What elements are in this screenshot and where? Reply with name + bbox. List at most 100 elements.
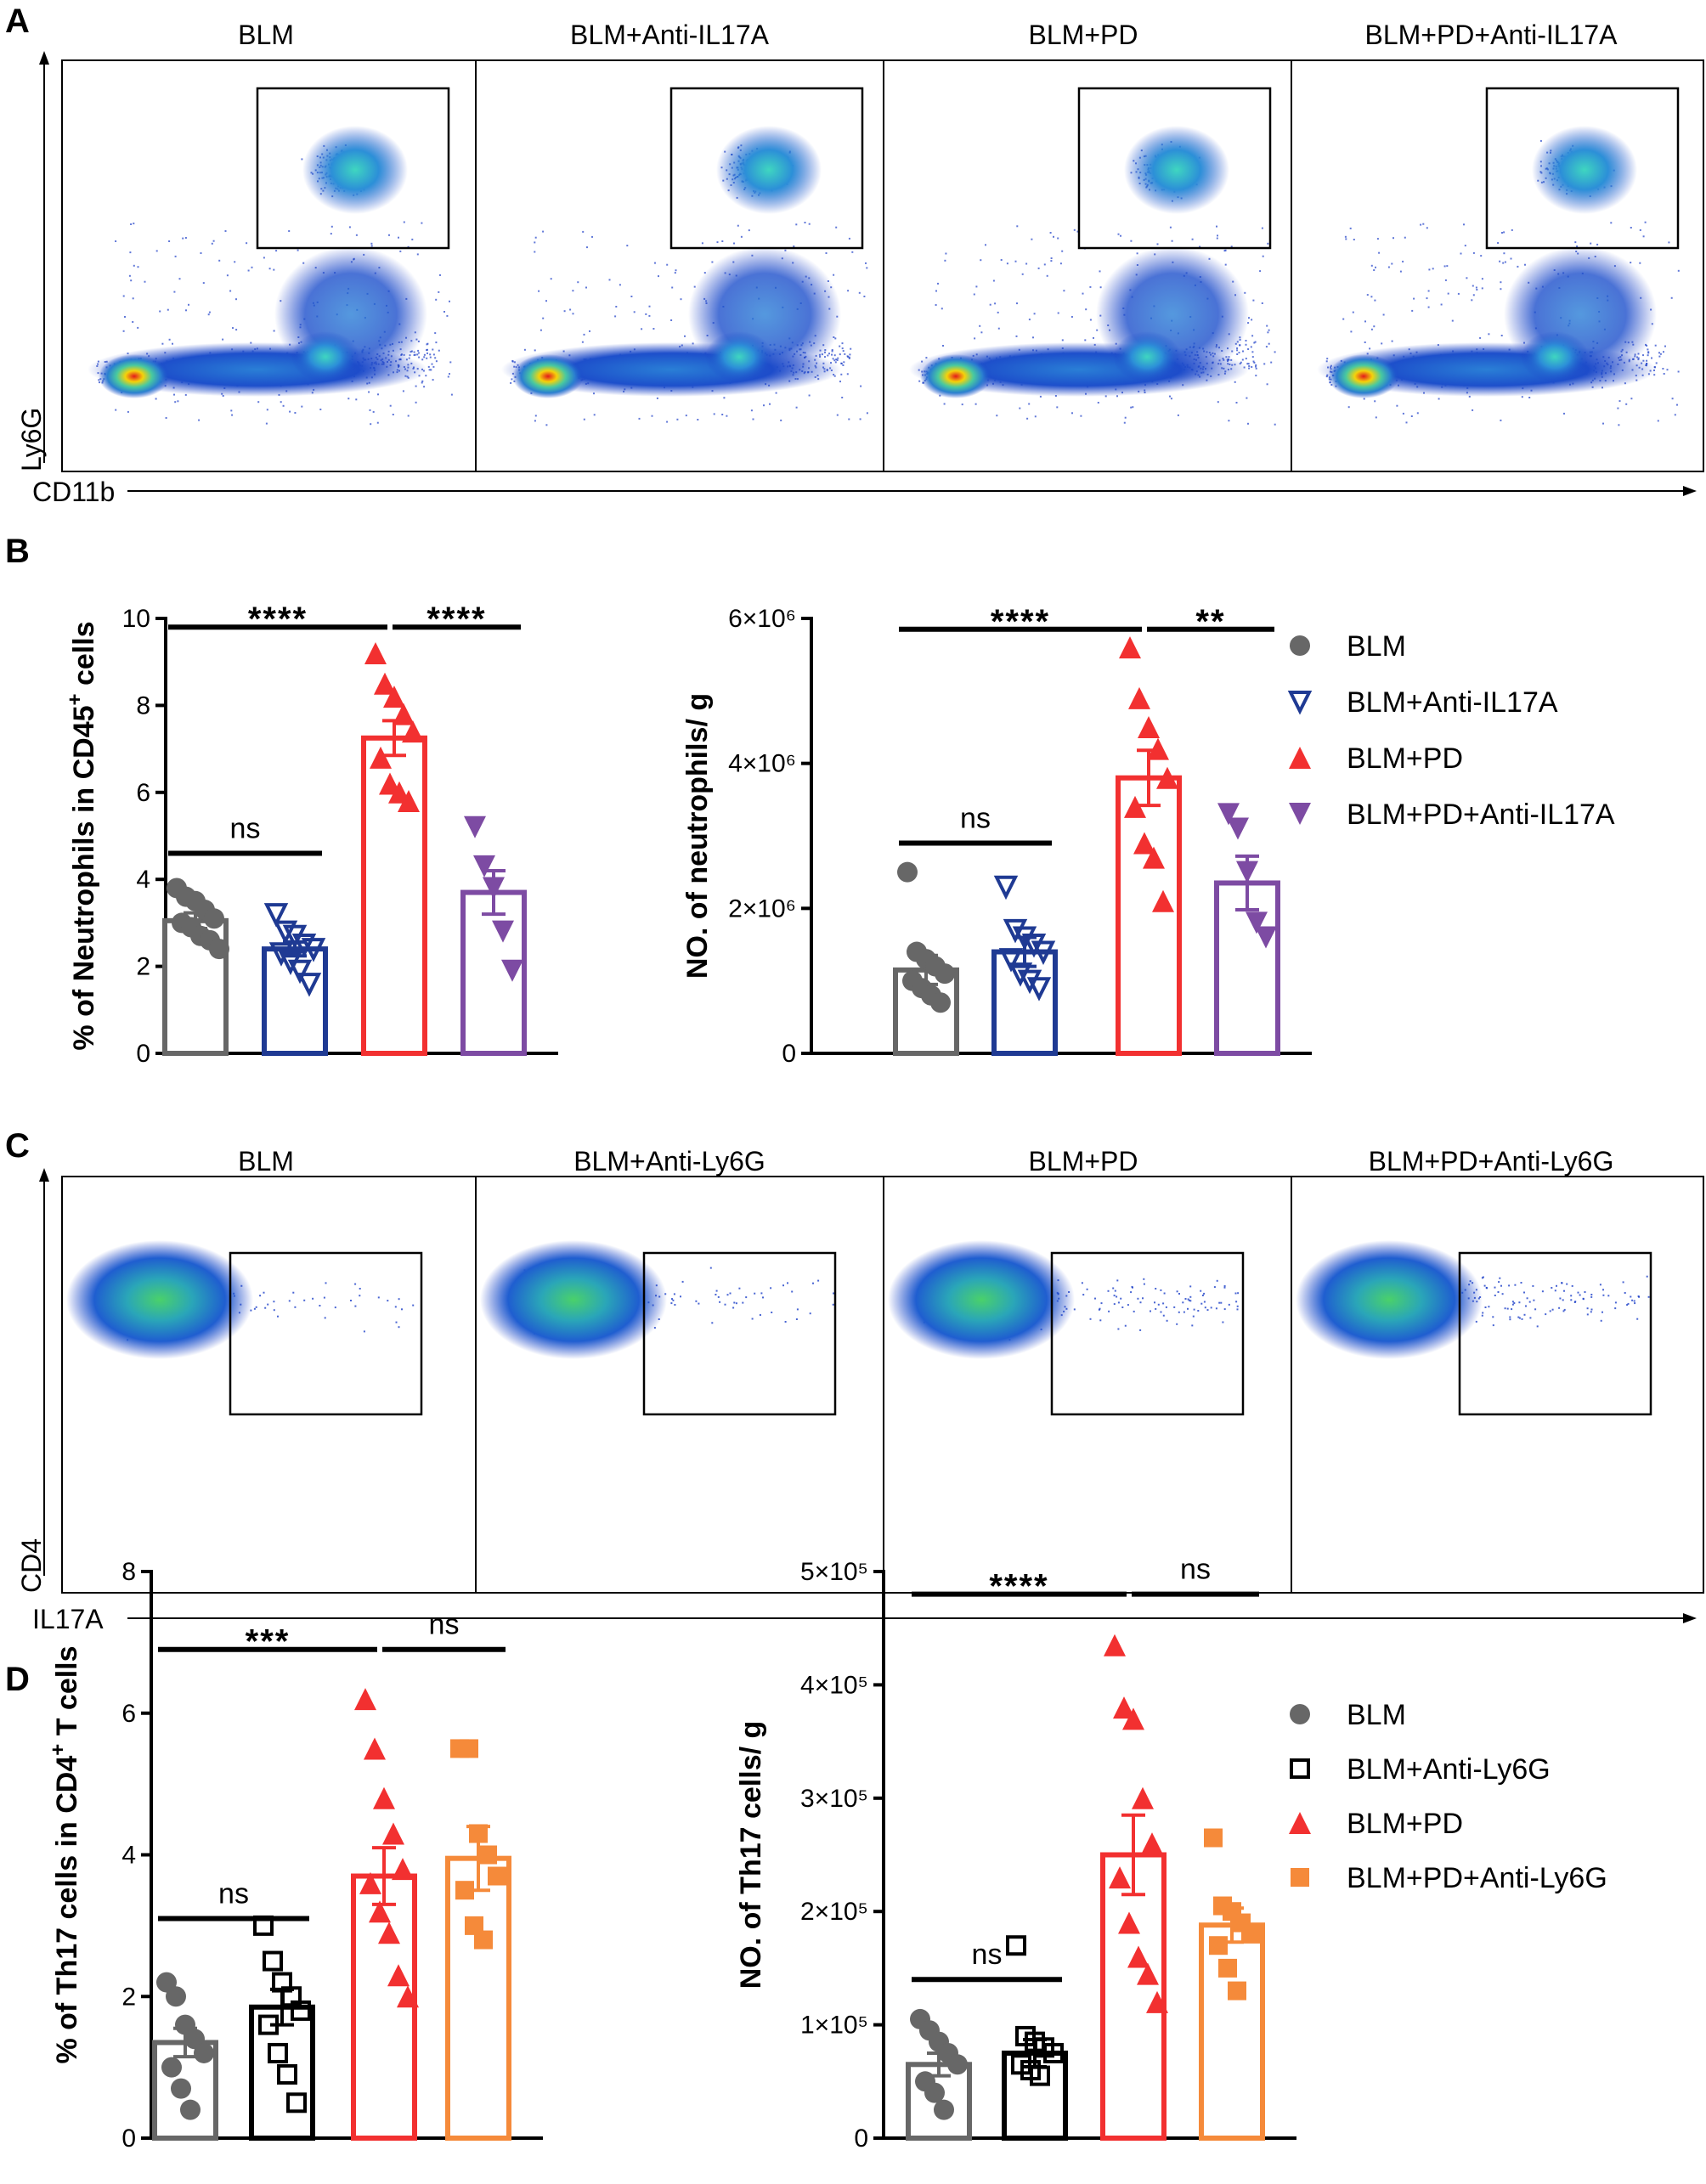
y-axis-label: % of Th17 cells in CD4+ T cells [47, 1645, 83, 2063]
flow-a-plot [501, 87, 868, 426]
significance-label: **** [248, 601, 308, 638]
data-point [402, 720, 424, 743]
flow-c-y-label: CD4 [16, 1538, 47, 1593]
significance-label: ns [230, 812, 261, 844]
data-point [1246, 911, 1268, 934]
flow-a-gate [256, 87, 450, 250]
y-tick-label: 8 [121, 1558, 136, 1586]
flow-a-plot [909, 87, 1276, 426]
flow-a-neutrophil-cluster [302, 126, 408, 214]
panel-letter-a: A [5, 3, 30, 40]
data-point [935, 963, 955, 985]
data-point [1255, 926, 1277, 949]
flow-a-neutrophil-cluster [716, 126, 822, 214]
y-tick-label: 4×10⁶ [728, 750, 796, 778]
data-point [204, 908, 224, 929]
flow-a-hotspot [1328, 354, 1399, 398]
flow-a-y-label: Ly6G [16, 408, 47, 471]
data-point [1209, 1936, 1228, 1955]
data-point [460, 1739, 478, 1758]
data-point [1113, 1696, 1135, 1719]
legend-marker [1290, 1704, 1310, 1724]
y-tick-label: 2×10⁶ [728, 894, 796, 923]
data-point [297, 973, 322, 997]
y-tick-label: 2 [121, 1983, 136, 2011]
panel-letter-c: C [5, 1127, 30, 1165]
y-axis-label-tail: cells [68, 621, 100, 693]
significance-label: ** [1195, 603, 1225, 641]
data-point [1003, 918, 1028, 944]
flow-a-title-1: BLM [238, 20, 294, 50]
data-point [354, 1688, 376, 1711]
flow-c-cd4-cluster [888, 1240, 1075, 1359]
y-axis-label: NO. of neutrophils/ g [681, 693, 714, 979]
y-axis-label-sup: + [64, 693, 87, 705]
data-point [209, 939, 229, 960]
data-point [1132, 1786, 1154, 1809]
x-axis-arrowhead [1683, 1613, 1697, 1623]
data-point [1146, 1990, 1168, 2013]
significance-label: ns [960, 803, 991, 835]
y-tick-label: 4×10⁵ [800, 1671, 868, 1699]
data-point [1017, 969, 1042, 995]
y-tick-label: 0 [121, 2125, 136, 2153]
data-point [469, 1824, 488, 1843]
y-axis-label-sup: + [47, 1744, 70, 1756]
data-point [1127, 1945, 1150, 1968]
y-tick-label: 2 [136, 953, 150, 981]
data-point [1118, 1911, 1140, 1934]
data-point [364, 1737, 386, 1760]
data-point [397, 1985, 419, 2008]
data-point [398, 790, 420, 813]
data-point [1147, 737, 1169, 760]
significance-label: *** [246, 1623, 291, 1661]
data-point [1124, 795, 1146, 818]
data-point [1043, 2042, 1064, 2063]
data-point [1008, 962, 1033, 987]
legend-marker [1289, 1812, 1311, 1834]
data-point [924, 2082, 945, 2103]
legend-label: BLM+PD [1347, 1808, 1463, 1840]
legend-marker [1290, 1758, 1310, 1779]
data-point [1217, 803, 1240, 826]
y-axis-label-main: % of Th17 cells in CD4 [51, 1756, 83, 2064]
data-point [1152, 889, 1174, 912]
y-tick-label: 8 [136, 691, 150, 720]
data-point [473, 855, 495, 878]
data-point [301, 938, 326, 962]
data-point [378, 1922, 400, 1944]
data-point [364, 641, 387, 664]
legend-label: BLM+PD+Anti-IL17A [1347, 799, 1615, 831]
y-axis-label-main: NO. of Th17 cells/ g [735, 1721, 767, 1989]
y-axis-label-main: % of Neutrophils in CD45 [68, 705, 100, 1050]
data-point [1026, 977, 1052, 1002]
data-point [1119, 636, 1141, 659]
bar [1116, 775, 1182, 1056]
data-point [392, 1858, 414, 1881]
data-point [488, 1866, 506, 1886]
flow-c-plot [888, 1240, 1245, 1416]
flow-a-mid-hotspot [705, 331, 773, 382]
legend-label: BLM [1347, 1699, 1406, 1731]
y-tick-label: 6 [121, 1700, 136, 1728]
data-point [934, 2099, 954, 2120]
flow-a-title-2: BLM+Anti-IL17A [570, 20, 770, 50]
data-point [166, 1986, 186, 2007]
significance-label: ns [218, 1878, 249, 1910]
legend-label: BLM+PD+Anti-Ly6G [1347, 1862, 1607, 1894]
data-point [1109, 1866, 1131, 1889]
data-point [382, 1822, 404, 1845]
data-point [263, 1950, 283, 1972]
data-point [897, 861, 918, 883]
legend-marker [1289, 747, 1311, 769]
data-point [1138, 716, 1160, 738]
y-axis-label: NO. of Th17 cells/ g [735, 1721, 767, 1989]
data-point [161, 2057, 182, 2078]
y-tick-label: 0 [136, 1040, 150, 1068]
data-point [180, 2099, 201, 2120]
flow-a-hotspot [512, 354, 584, 398]
data-point [277, 2063, 297, 2085]
data-point [1128, 686, 1150, 709]
